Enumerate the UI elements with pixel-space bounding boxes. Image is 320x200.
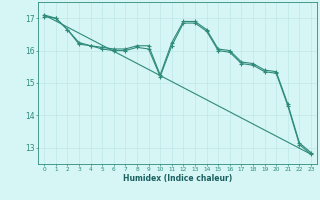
X-axis label: Humidex (Indice chaleur): Humidex (Indice chaleur) — [123, 174, 232, 183]
